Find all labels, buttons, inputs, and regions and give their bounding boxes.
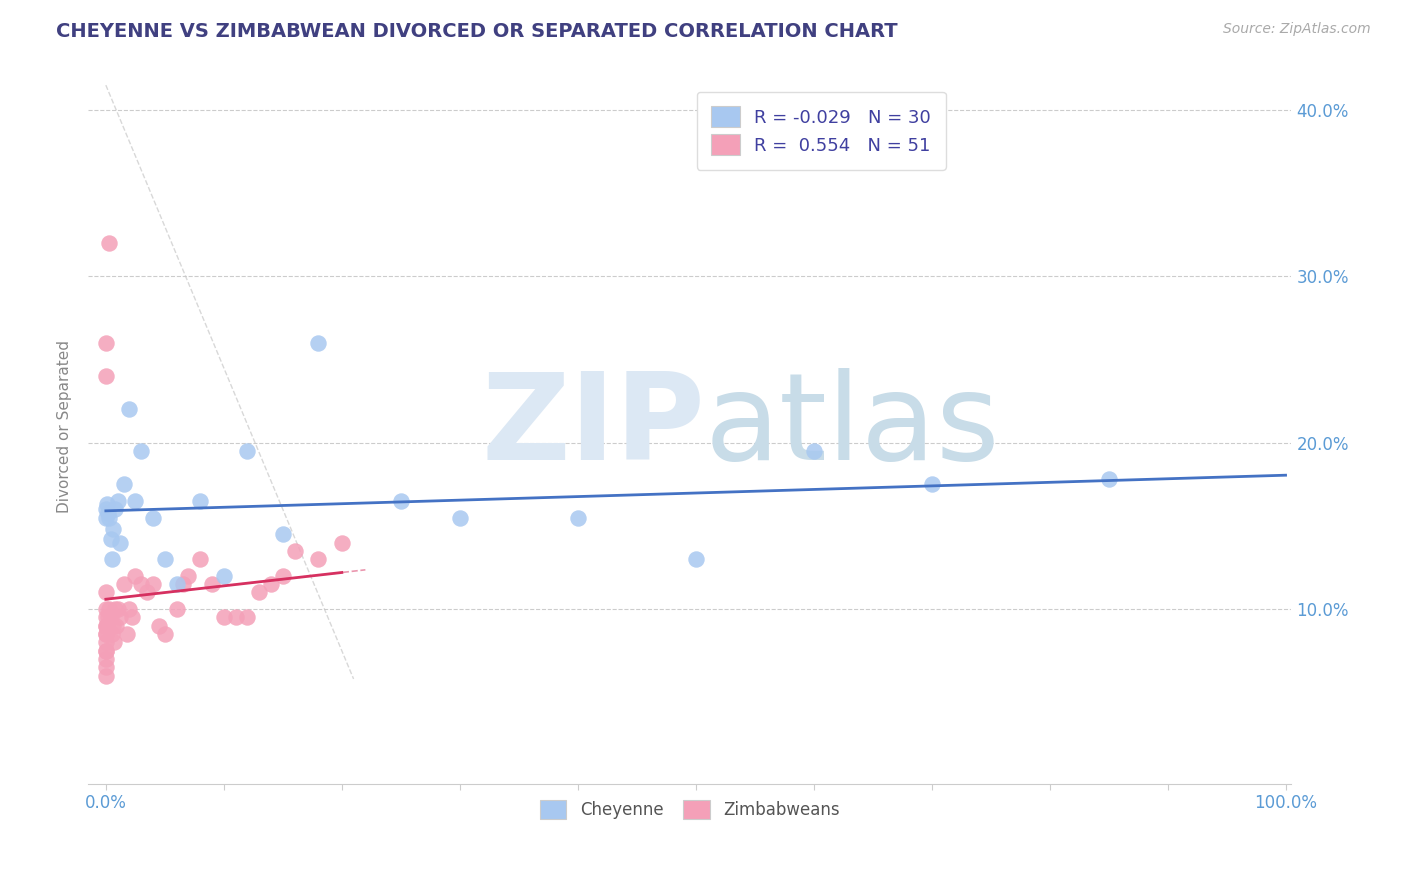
Point bbox=[212, 569, 235, 583]
Point bbox=[96, 618, 118, 632]
Point bbox=[188, 494, 211, 508]
Point bbox=[98, 510, 121, 524]
Point bbox=[112, 577, 135, 591]
Point bbox=[284, 544, 307, 558]
Point bbox=[921, 477, 943, 491]
Point bbox=[112, 477, 135, 491]
Point bbox=[142, 510, 165, 524]
Point bbox=[124, 494, 146, 508]
Point bbox=[94, 602, 117, 616]
Point bbox=[94, 502, 117, 516]
Point bbox=[108, 535, 131, 549]
Point bbox=[260, 577, 283, 591]
Point bbox=[153, 552, 176, 566]
Point bbox=[94, 643, 117, 657]
Point bbox=[97, 506, 120, 520]
Point bbox=[100, 610, 122, 624]
Point bbox=[201, 577, 224, 591]
Point bbox=[115, 627, 138, 641]
Point bbox=[271, 569, 294, 583]
Point bbox=[567, 510, 589, 524]
Point bbox=[94, 369, 117, 384]
Point bbox=[142, 577, 165, 591]
Point bbox=[94, 643, 117, 657]
Point bbox=[94, 610, 117, 624]
Point bbox=[212, 610, 235, 624]
Point bbox=[188, 552, 211, 566]
Point bbox=[172, 577, 194, 591]
Point bbox=[449, 510, 471, 524]
Point bbox=[118, 602, 141, 616]
Point bbox=[307, 335, 329, 350]
Point bbox=[104, 602, 127, 616]
Point bbox=[94, 335, 117, 350]
Point bbox=[136, 585, 159, 599]
Y-axis label: Divorced or Separated: Divorced or Separated bbox=[58, 340, 72, 513]
Point bbox=[803, 444, 825, 458]
Point bbox=[118, 402, 141, 417]
Point bbox=[685, 552, 707, 566]
Point bbox=[101, 522, 124, 536]
Point bbox=[153, 627, 176, 641]
Point bbox=[94, 668, 117, 682]
Text: atlas: atlas bbox=[704, 368, 1000, 484]
Point bbox=[108, 610, 131, 624]
Point bbox=[124, 569, 146, 583]
Point bbox=[98, 602, 121, 616]
Point bbox=[177, 569, 200, 583]
Point bbox=[97, 610, 120, 624]
Point bbox=[94, 635, 117, 649]
Point bbox=[148, 618, 170, 632]
Text: Source: ZipAtlas.com: Source: ZipAtlas.com bbox=[1223, 22, 1371, 37]
Point bbox=[94, 510, 117, 524]
Text: CHEYENNE VS ZIMBABWEAN DIVORCED OR SEPARATED CORRELATION CHART: CHEYENNE VS ZIMBABWEAN DIVORCED OR SEPAR… bbox=[56, 22, 898, 41]
Text: ZIP: ZIP bbox=[482, 368, 706, 484]
Point bbox=[247, 585, 270, 599]
Point bbox=[166, 577, 188, 591]
Point bbox=[389, 494, 412, 508]
Point bbox=[94, 627, 117, 641]
Point bbox=[104, 502, 127, 516]
Point bbox=[100, 533, 122, 547]
Point bbox=[101, 618, 124, 632]
Point bbox=[94, 585, 117, 599]
Point bbox=[1097, 472, 1119, 486]
Point bbox=[94, 652, 117, 666]
Point bbox=[271, 527, 294, 541]
Point bbox=[94, 627, 117, 641]
Point bbox=[107, 602, 129, 616]
Point bbox=[236, 610, 259, 624]
Legend: Cheyenne, Zimbabweans: Cheyenne, Zimbabweans bbox=[533, 793, 846, 825]
Point bbox=[225, 610, 247, 624]
Point bbox=[129, 444, 152, 458]
Point bbox=[100, 627, 122, 641]
Point bbox=[98, 236, 121, 251]
Point bbox=[121, 610, 143, 624]
Point bbox=[103, 635, 125, 649]
Point bbox=[330, 535, 353, 549]
Point bbox=[307, 552, 329, 566]
Point bbox=[94, 618, 117, 632]
Point bbox=[94, 618, 117, 632]
Point bbox=[94, 660, 117, 674]
Point bbox=[96, 497, 118, 511]
Point bbox=[236, 444, 259, 458]
Point bbox=[129, 577, 152, 591]
Point bbox=[107, 494, 129, 508]
Point bbox=[105, 618, 128, 632]
Point bbox=[100, 552, 122, 566]
Point bbox=[166, 602, 188, 616]
